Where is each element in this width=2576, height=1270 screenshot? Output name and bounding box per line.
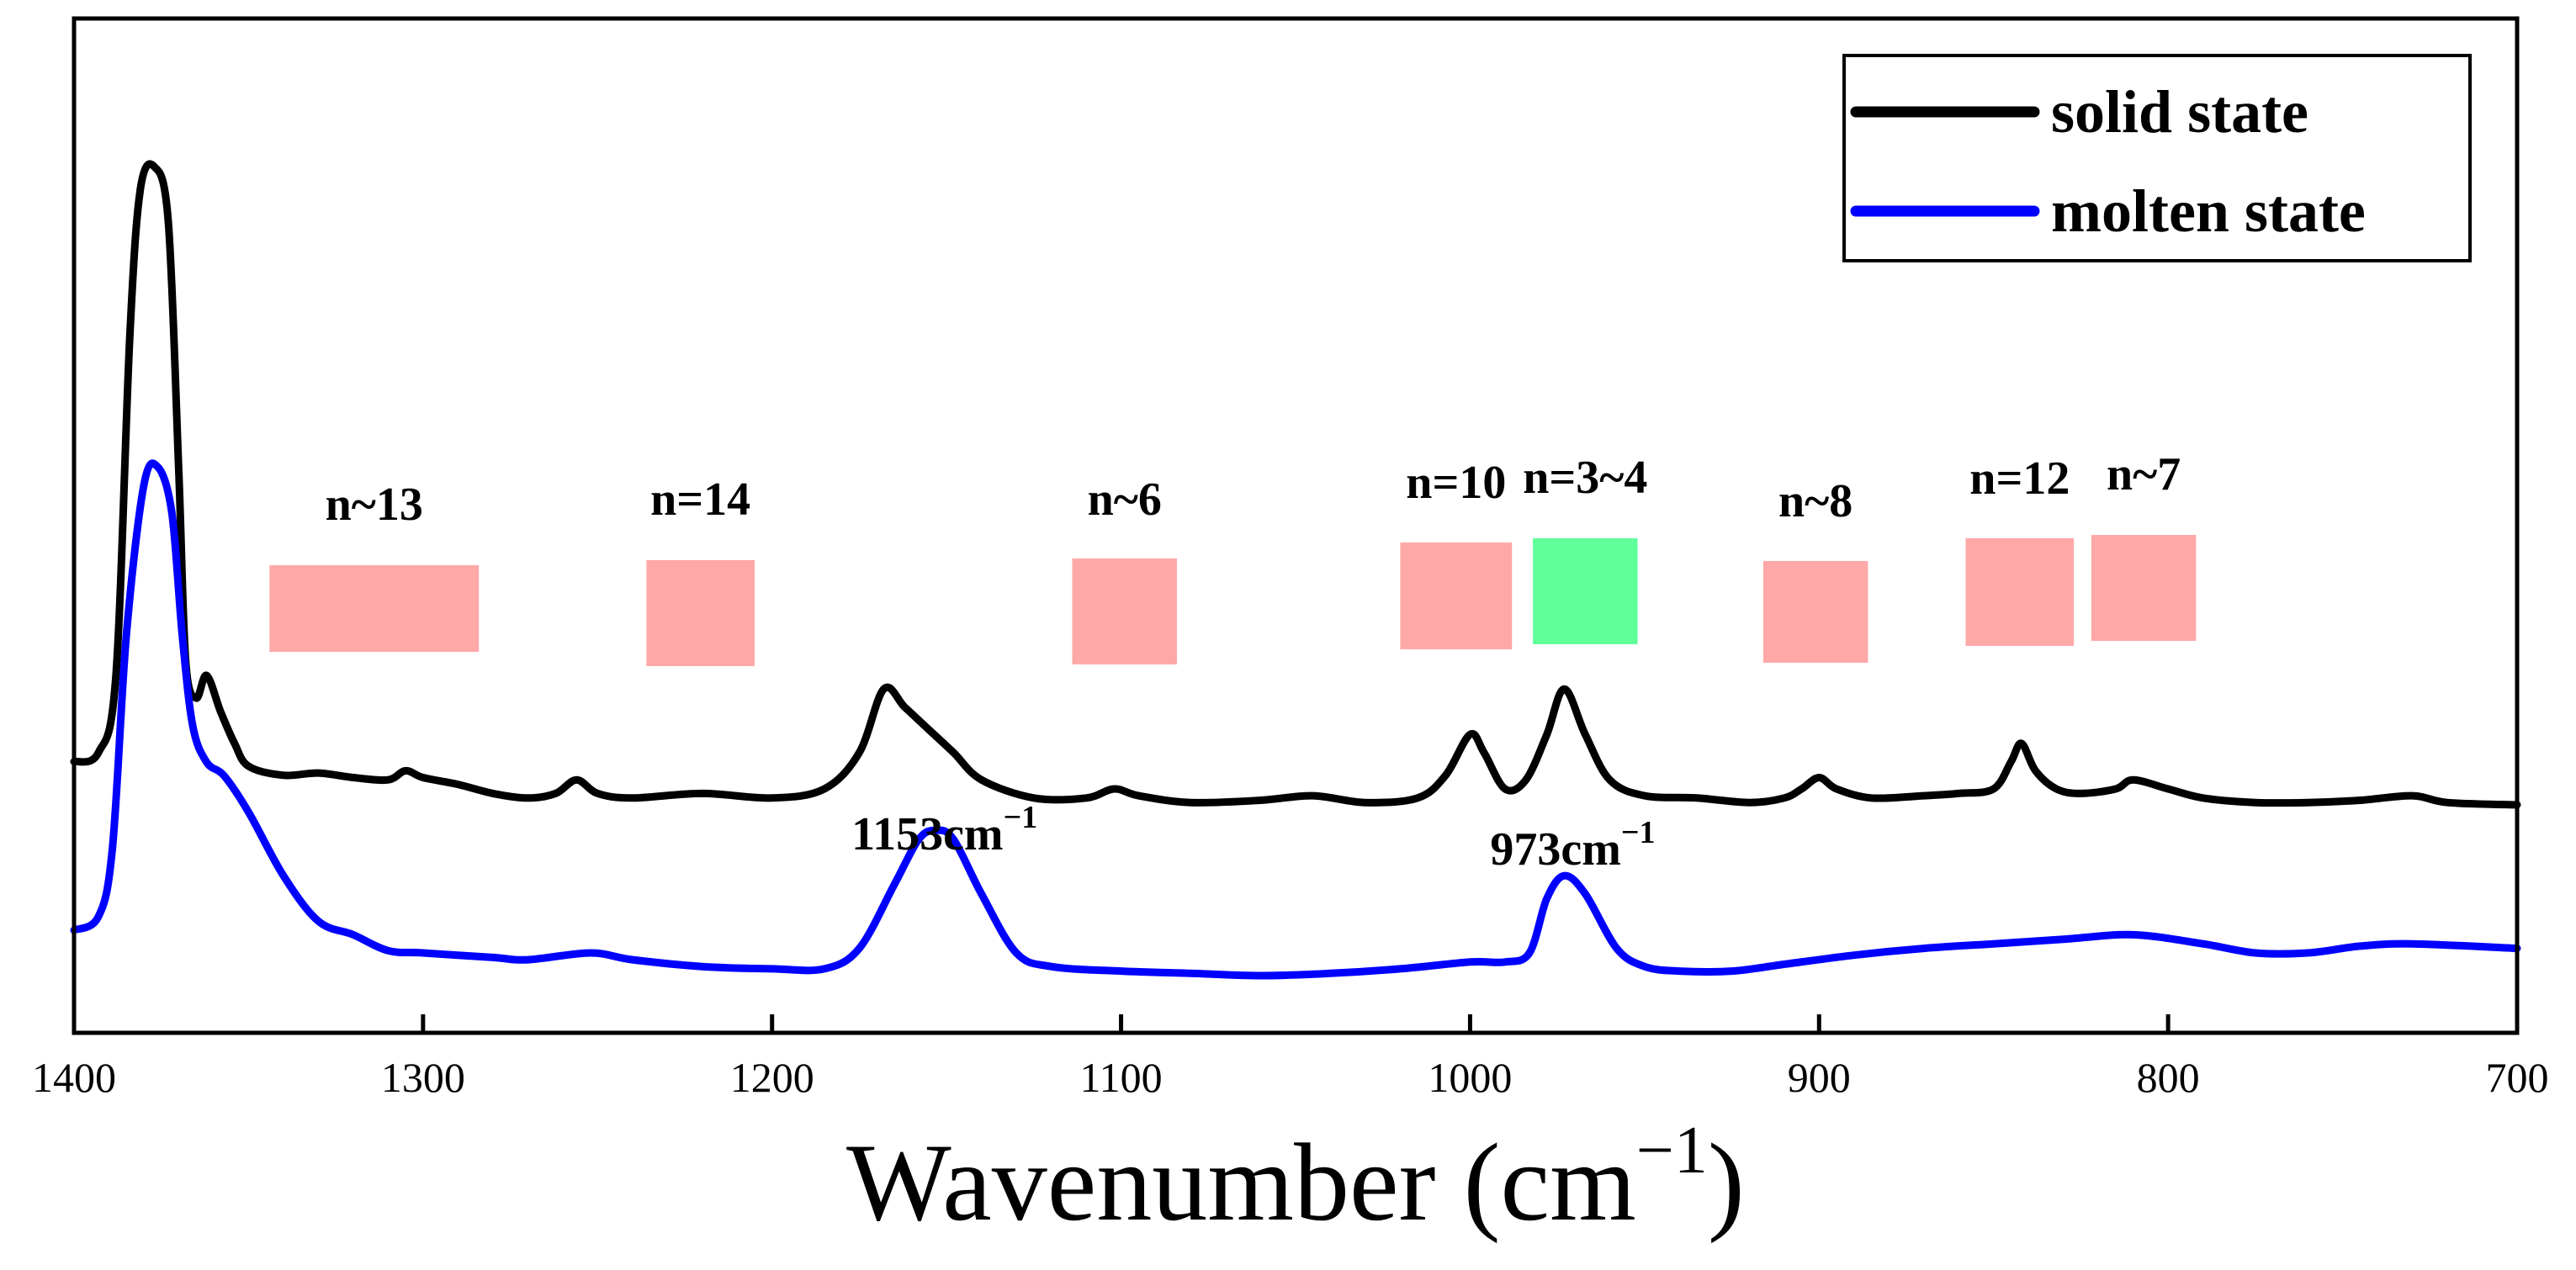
x-axis-ticks: 1400 1300 1200 1100 1000 900 800 700: [32, 1014, 2549, 1101]
highlight-region: [1762, 561, 1868, 663]
highlight-label: n~7: [2107, 448, 2181, 500]
highlight-region: [269, 565, 480, 652]
legend: solid state molten state: [1842, 54, 2472, 262]
highlight-label: n~8: [1778, 475, 1852, 527]
highlight-region: [1400, 542, 1513, 649]
highlight-label: n~13: [326, 479, 423, 531]
highlight-label: n=14: [650, 474, 750, 526]
x-tick-label: 800: [2137, 1054, 2200, 1101]
highlight-label: n=10: [1406, 457, 1506, 509]
x-tick-label: 1200: [730, 1054, 814, 1101]
x-tick-label: 1000: [1428, 1054, 1512, 1101]
highlight-label: n=12: [1969, 452, 2070, 505]
x-tick-label: 1300: [381, 1054, 465, 1101]
highlight-region: [646, 560, 755, 666]
highlight-label: n~6: [1088, 474, 1162, 526]
highlight-label: n=3~4: [1523, 452, 1647, 504]
highlight-regions: [269, 535, 2197, 666]
legend-box: [1842, 54, 2472, 262]
series-line-solid-state: [70, 160, 2521, 809]
highlight-region: [1965, 538, 2075, 646]
legend-label: molten state: [2051, 177, 2366, 245]
series-line-molten-state: [70, 459, 2521, 980]
x-tick-label: 1400: [32, 1054, 116, 1101]
plot-frame: [72, 16, 2520, 1035]
legend-label: solid state: [2051, 78, 2308, 146]
x-axis-title: Wavenumber (cm−1): [846, 1114, 1745, 1244]
peak-label: 973cm−1: [1490, 815, 1655, 876]
highlight-region: [2091, 535, 2197, 641]
x-tick-label: 700: [2486, 1054, 2549, 1101]
peak-label: 1153cm−1: [851, 800, 1037, 860]
highlight-region: [1072, 558, 1177, 664]
x-tick-label: 900: [1788, 1054, 1851, 1101]
spectrum-series: [70, 160, 2521, 980]
highlight-region: [1533, 538, 1638, 644]
x-tick-label: 1100: [1079, 1054, 1162, 1101]
annotations: n~13 n=14 n~6 n=10 n=3~4 n~8 n=12 n~7 1153cm−1 97…: [326, 448, 2181, 876]
